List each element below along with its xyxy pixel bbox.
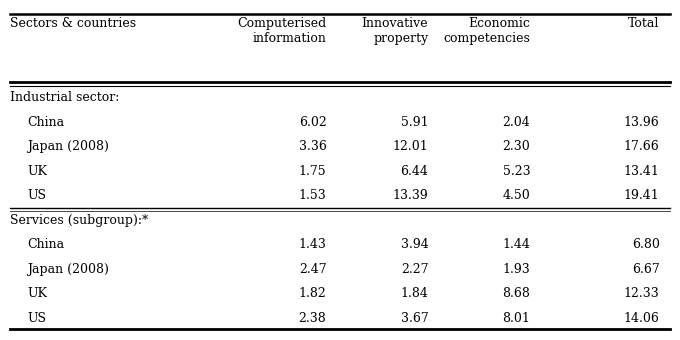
Text: UK: UK <box>27 165 47 178</box>
Text: 8.68: 8.68 <box>503 287 530 300</box>
Text: US: US <box>27 312 46 325</box>
Text: 19.41: 19.41 <box>624 189 660 202</box>
Text: 2.38: 2.38 <box>299 312 326 325</box>
Text: 6.44: 6.44 <box>401 165 428 178</box>
Text: China: China <box>27 116 65 129</box>
Text: 6.02: 6.02 <box>299 116 326 129</box>
Text: 13.41: 13.41 <box>624 165 660 178</box>
Text: Industrial sector:: Industrial sector: <box>10 91 120 104</box>
Text: China: China <box>27 238 65 251</box>
Text: 1.75: 1.75 <box>299 165 326 178</box>
Text: 13.39: 13.39 <box>392 189 428 202</box>
Text: Computerised
information: Computerised information <box>237 17 326 45</box>
Text: Services (subgroup):*: Services (subgroup):* <box>10 214 148 227</box>
Text: US: US <box>27 189 46 202</box>
Text: Japan (2008): Japan (2008) <box>27 263 109 276</box>
Text: 12.01: 12.01 <box>392 140 428 153</box>
Text: 1.84: 1.84 <box>401 287 428 300</box>
Text: 2.04: 2.04 <box>503 116 530 129</box>
Text: 5.23: 5.23 <box>503 165 530 178</box>
Text: 4.50: 4.50 <box>503 189 530 202</box>
Text: 3.36: 3.36 <box>299 140 326 153</box>
Text: 2.47: 2.47 <box>299 263 326 276</box>
Text: Sectors & countries: Sectors & countries <box>10 17 136 30</box>
Text: 17.66: 17.66 <box>624 140 660 153</box>
Text: 5.91: 5.91 <box>401 116 428 129</box>
Text: 14.06: 14.06 <box>624 312 660 325</box>
Text: UK: UK <box>27 287 47 300</box>
Text: 6.67: 6.67 <box>632 263 660 276</box>
Text: 1.53: 1.53 <box>299 189 326 202</box>
Text: 2.30: 2.30 <box>503 140 530 153</box>
Text: 3.94: 3.94 <box>401 238 428 251</box>
Text: 13.96: 13.96 <box>624 116 660 129</box>
Text: 12.33: 12.33 <box>624 287 660 300</box>
Text: 8.01: 8.01 <box>503 312 530 325</box>
Text: 3.67: 3.67 <box>401 312 428 325</box>
Text: Economic
competencies: Economic competencies <box>443 17 530 45</box>
Text: 6.80: 6.80 <box>632 238 660 251</box>
Text: 1.93: 1.93 <box>503 263 530 276</box>
Text: 1.82: 1.82 <box>299 287 326 300</box>
Text: Innovative
property: Innovative property <box>362 17 428 45</box>
Text: 1.43: 1.43 <box>299 238 326 251</box>
Text: 2.27: 2.27 <box>401 263 428 276</box>
Text: 1.44: 1.44 <box>503 238 530 251</box>
Text: Total: Total <box>628 17 660 30</box>
Text: Japan (2008): Japan (2008) <box>27 140 109 153</box>
